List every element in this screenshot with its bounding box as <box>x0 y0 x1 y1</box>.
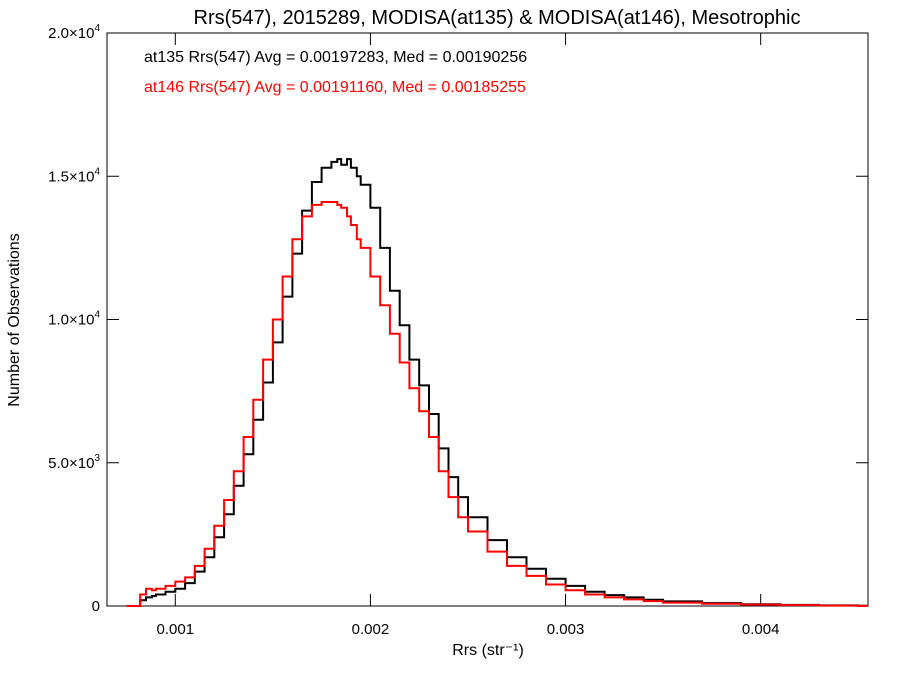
x-tick-label: 0.002 <box>352 621 390 638</box>
x-tick-label: 0.004 <box>742 621 780 638</box>
chart-title: Rrs(547), 2015289, MODISA(at135) & MODIS… <box>194 7 801 29</box>
series-layer <box>126 158 868 607</box>
y-tick-mantissa: 0 <box>92 598 100 615</box>
x-axis-label: Rrs (str⁻¹) <box>452 642 524 659</box>
y-tick-label: 2.0×104 <box>48 23 100 42</box>
series-line-at146 <box>126 201 868 607</box>
y-tick-mantissa: 1.0×10 <box>48 312 94 329</box>
legend-entry-at135: at135 Rrs(547) Avg = 0.00197283, Med = 0… <box>144 49 527 66</box>
y-tick-exponent: 4 <box>94 310 100 321</box>
y-tick-label: 1.5×104 <box>48 166 100 185</box>
y-tick-label: 0 <box>92 598 100 615</box>
legend-entry-at146: at146 Rrs(547) Avg = 0.00191160, Med = 0… <box>144 79 526 96</box>
y-tick-mantissa: 2.0×10 <box>48 25 94 42</box>
x-tick-label: 0.001 <box>157 621 195 638</box>
y-tick-mantissa: 5.0×10 <box>48 455 94 472</box>
y-tick-exponent: 4 <box>94 166 100 177</box>
x-axis: 0.001 0.002 0.003 0.004 <box>157 33 780 638</box>
y-tick-label: 5.0×103 <box>48 453 100 472</box>
y-axis-label: Number of Observations <box>6 233 23 406</box>
y-tick-exponent: 4 <box>94 23 100 34</box>
x-tick-label: 0.003 <box>547 621 585 638</box>
y-tick-mantissa: 1.5×10 <box>48 168 94 185</box>
y-tick-label: 1.0×104 <box>48 310 100 329</box>
y-tick-exponent: 3 <box>94 453 100 464</box>
